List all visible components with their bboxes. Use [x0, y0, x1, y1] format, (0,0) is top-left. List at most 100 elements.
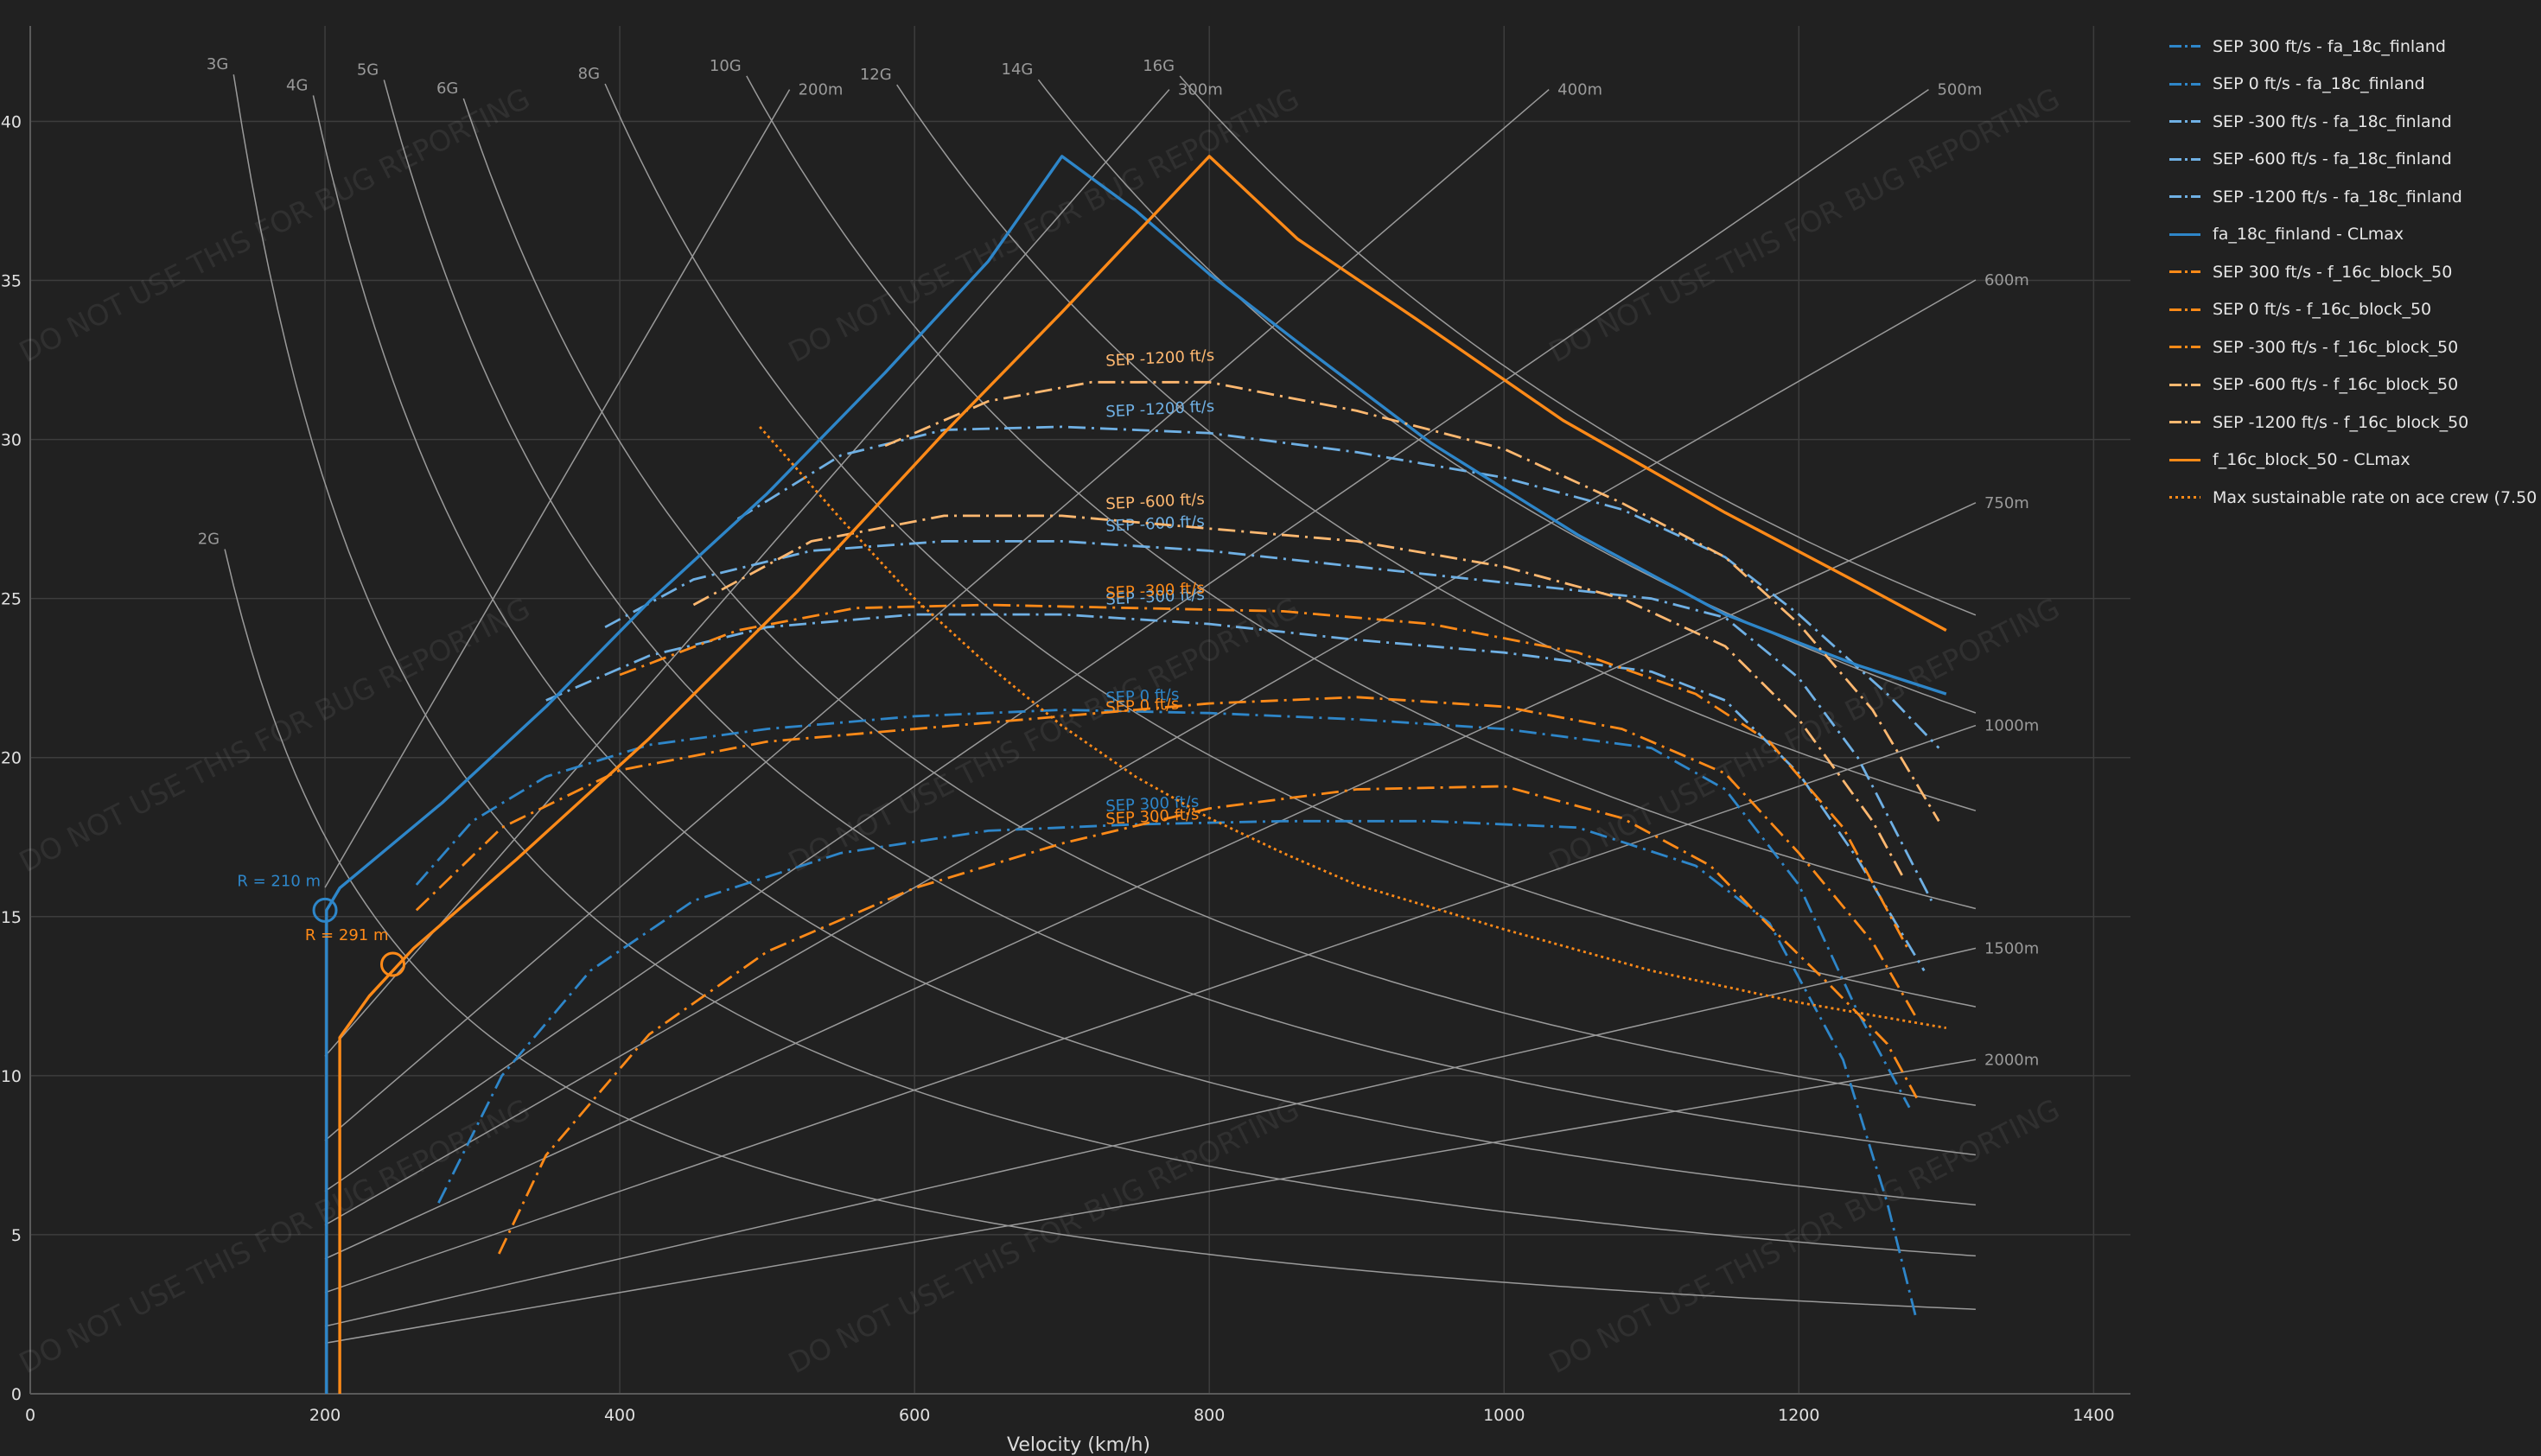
g-load-curve: [604, 83, 1977, 1008]
g-load-label: 16G: [1143, 57, 1175, 75]
g-load-label: 14G: [1002, 60, 1034, 79]
legend-item[interactable]: SEP 300 ft/s - fa_18c_finland: [2169, 28, 2541, 66]
legend-swatch: [2169, 421, 2200, 424]
legend-swatch: [2169, 383, 2200, 386]
y-tick-label: 25: [1, 590, 22, 609]
legend-label: Max sustainable rate on ace crew (7.50: [2213, 487, 2538, 507]
legend-item[interactable]: SEP 0 ft/s - f_16c_block_50: [2169, 291, 2541, 329]
legend-item[interactable]: SEP -600 ft/s - fa_18c_finland: [2169, 141, 2541, 179]
radius-line: [324, 89, 1929, 1192]
watermark: DO NOT USE THIS FOR BUG REPORTING: [783, 81, 1304, 369]
g-load-label: 4G: [286, 76, 308, 94]
g-load-curve: [224, 549, 1976, 1311]
legend-item[interactable]: SEP 300 ft/s - f_16c_block_50: [2169, 253, 2541, 291]
x-tick-label: 600: [899, 1406, 930, 1425]
radius-marker: [312, 897, 338, 923]
g-load-curve: [1179, 75, 1977, 616]
y-tick-label: 20: [1, 749, 22, 768]
series-line: [325, 155, 1947, 1394]
radius-line: [324, 724, 1977, 1294]
x-tick-label: 800: [1194, 1406, 1225, 1425]
x-axis-title: Velocity (km/h): [1007, 1434, 1150, 1456]
radius-label: 1000m: [1984, 717, 2039, 735]
legend-item[interactable]: fa_18c_finland - CLmax: [2169, 216, 2541, 254]
legend-swatch: [2169, 270, 2200, 274]
series-label: SEP -1200 ft/s: [1105, 397, 1215, 422]
y-tick-label: 15: [1, 908, 22, 927]
legend-swatch: [2169, 458, 2200, 461]
series-label: SEP 0 ft/s: [1105, 685, 1180, 707]
legend-item[interactable]: SEP -300 ft/s - fa_18c_finland: [2169, 103, 2541, 141]
radius-line: [324, 1059, 1977, 1345]
series-label: SEP 300 ft/s: [1105, 805, 1200, 829]
legend-swatch: [2169, 82, 2200, 86]
radius-line: [324, 279, 1977, 1226]
radius-label: 500m: [1937, 81, 1982, 99]
radius-line: [324, 89, 1550, 1141]
radius-line: [324, 89, 791, 888]
series-line: [692, 514, 1903, 876]
series-label: SEP -600 ft/s: [1105, 490, 1205, 513]
g-load-curve: [383, 79, 1976, 1156]
legend-swatch: [2169, 346, 2200, 349]
legend-item[interactable]: SEP -300 ft/s - f_16c_block_50: [2169, 328, 2541, 366]
legend-swatch: [2169, 45, 2200, 48]
g-load-label: 5G: [357, 60, 379, 79]
radius-marker-label: R = 210 m: [237, 872, 321, 890]
radius-label: 2000m: [1984, 1051, 2039, 1069]
legend-swatch: [2169, 308, 2200, 311]
g-load-label: 2G: [198, 531, 220, 549]
g-load-curve: [1037, 79, 1977, 714]
series-line: [619, 603, 1911, 952]
legend-swatch: [2169, 496, 2200, 499]
legend-swatch: [2169, 195, 2200, 199]
legend-label: SEP -600 ft/s - fa_18c_finland: [2213, 149, 2452, 169]
g-load-curve: [232, 74, 1976, 1257]
g-load-curve: [462, 98, 1977, 1106]
watermark: DO NOT USE THIS FOR BUG REPORTING: [14, 591, 535, 879]
series-line: [604, 540, 1933, 902]
series-line: [338, 155, 1947, 1394]
g-load-label: 3G: [207, 55, 228, 73]
legend-label: SEP -600 ft/s - f_16c_block_50: [2213, 375, 2459, 395]
legend-item[interactable]: SEP 0 ft/s - fa_18c_finland: [2169, 66, 2541, 104]
radius-line: [324, 947, 1977, 1327]
legend-item[interactable]: Max sustainable rate on ace crew (7.50: [2169, 479, 2541, 517]
legend-item[interactable]: SEP -600 ft/s - f_16c_block_50: [2169, 366, 2541, 404]
series-label: SEP 0 ft/s: [1105, 695, 1180, 716]
radius-label: 1500m: [1984, 939, 2039, 957]
series-line: [498, 785, 1918, 1255]
series-line: [415, 709, 1911, 1109]
legend-item[interactable]: SEP -1200 ft/s - fa_18c_finland: [2169, 178, 2541, 216]
legend-label: SEP 300 ft/s - fa_18c_finland: [2213, 36, 2446, 56]
g-load-curve: [746, 75, 1977, 910]
watermark: DO NOT USE THIS FOR BUG REPORTING: [783, 1092, 1304, 1380]
series-line: [437, 819, 1919, 1321]
legend-label: f_16c_block_50 - CLmax: [2213, 450, 2410, 470]
legend-item[interactable]: f_16c_block_50 - CLmax: [2169, 442, 2541, 480]
x-tick-label: 1000: [1483, 1406, 1525, 1425]
watermark: DO NOT USE THIS FOR BUG REPORTING: [14, 81, 535, 369]
radius-label: 600m: [1984, 271, 2029, 289]
x-tick-label: 400: [604, 1406, 635, 1425]
radius-marker: [379, 951, 405, 977]
x-tick-label: 200: [309, 1406, 341, 1425]
watermark: DO NOT USE THIS FOR BUG REPORTING: [1544, 1092, 2065, 1380]
legend-label: SEP -300 ft/s - fa_18c_finland: [2213, 111, 2452, 131]
legend-label: SEP -1200 ft/s - f_16c_block_50: [2213, 412, 2469, 432]
legend-label: SEP 300 ft/s - f_16c_block_50: [2213, 262, 2453, 282]
g-load-label: 8G: [578, 65, 600, 83]
watermark: DO NOT USE THIS FOR BUG REPORTING: [783, 591, 1304, 879]
legend: SEP 300 ft/s - fa_18c_finland SEP 0 ft/s …: [2169, 28, 2541, 517]
y-tick-label: 35: [1, 272, 22, 291]
radius-label: 400m: [1557, 81, 1602, 99]
g-load-curve: [312, 95, 1976, 1206]
legend-label: SEP -1200 ft/s - fa_18c_finland: [2213, 187, 2462, 207]
legend-swatch: [2169, 232, 2200, 236]
x-tick-label: 1200: [1778, 1406, 1819, 1425]
series-line: [736, 425, 1940, 749]
legend-label: SEP 0 ft/s - fa_18c_finland: [2213, 74, 2425, 94]
legend-item[interactable]: SEP -1200 ft/s - f_16c_block_50: [2169, 404, 2541, 442]
radius-label: 750m: [1984, 494, 2029, 512]
